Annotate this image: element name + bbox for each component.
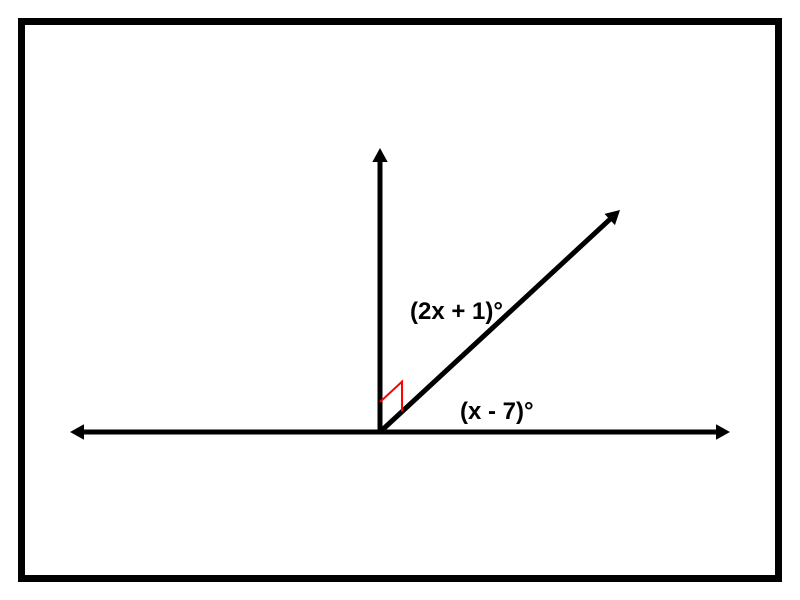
angle-diagram	[0, 0, 800, 600]
angle-label-upper: (2x + 1)°	[410, 298, 503, 326]
angle-label-lower: (x - 7)°	[460, 398, 534, 426]
